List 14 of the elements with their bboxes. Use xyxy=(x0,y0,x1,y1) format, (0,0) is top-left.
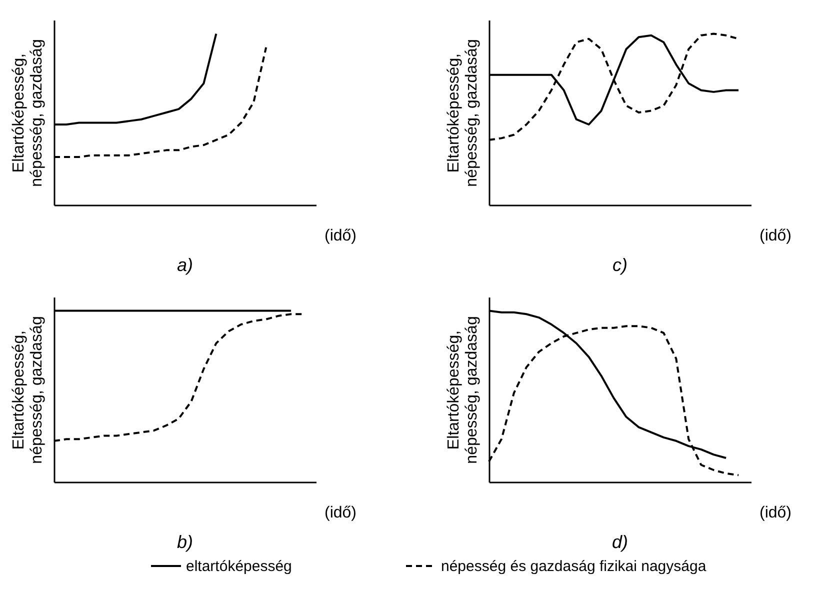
y-axis-title: Eltartóképesség, népesség, gazdaság xyxy=(446,39,480,187)
x-axis-title: (idő) xyxy=(324,504,357,522)
text: b) xyxy=(176,532,194,552)
legend-label: népesség és gazdaság fizikai nagysága xyxy=(441,558,707,575)
text: a) xyxy=(176,255,194,275)
y-axis-title: Eltartóképesség, népesség, gazdaság xyxy=(10,316,46,464)
x-axis-title: (idő) xyxy=(324,228,357,244)
x-axis-title: (idő) xyxy=(760,228,792,244)
legend-label: eltartóképesség xyxy=(186,558,292,575)
y-axis-title: Eltartóképesség, népesség, gazdaság xyxy=(10,39,46,187)
y-axis-title: Eltartóképesség, népesség, gazdaság xyxy=(446,316,480,464)
text: c) xyxy=(612,255,628,275)
text: d) xyxy=(612,532,628,552)
x-axis-title: (idő) xyxy=(760,504,792,522)
